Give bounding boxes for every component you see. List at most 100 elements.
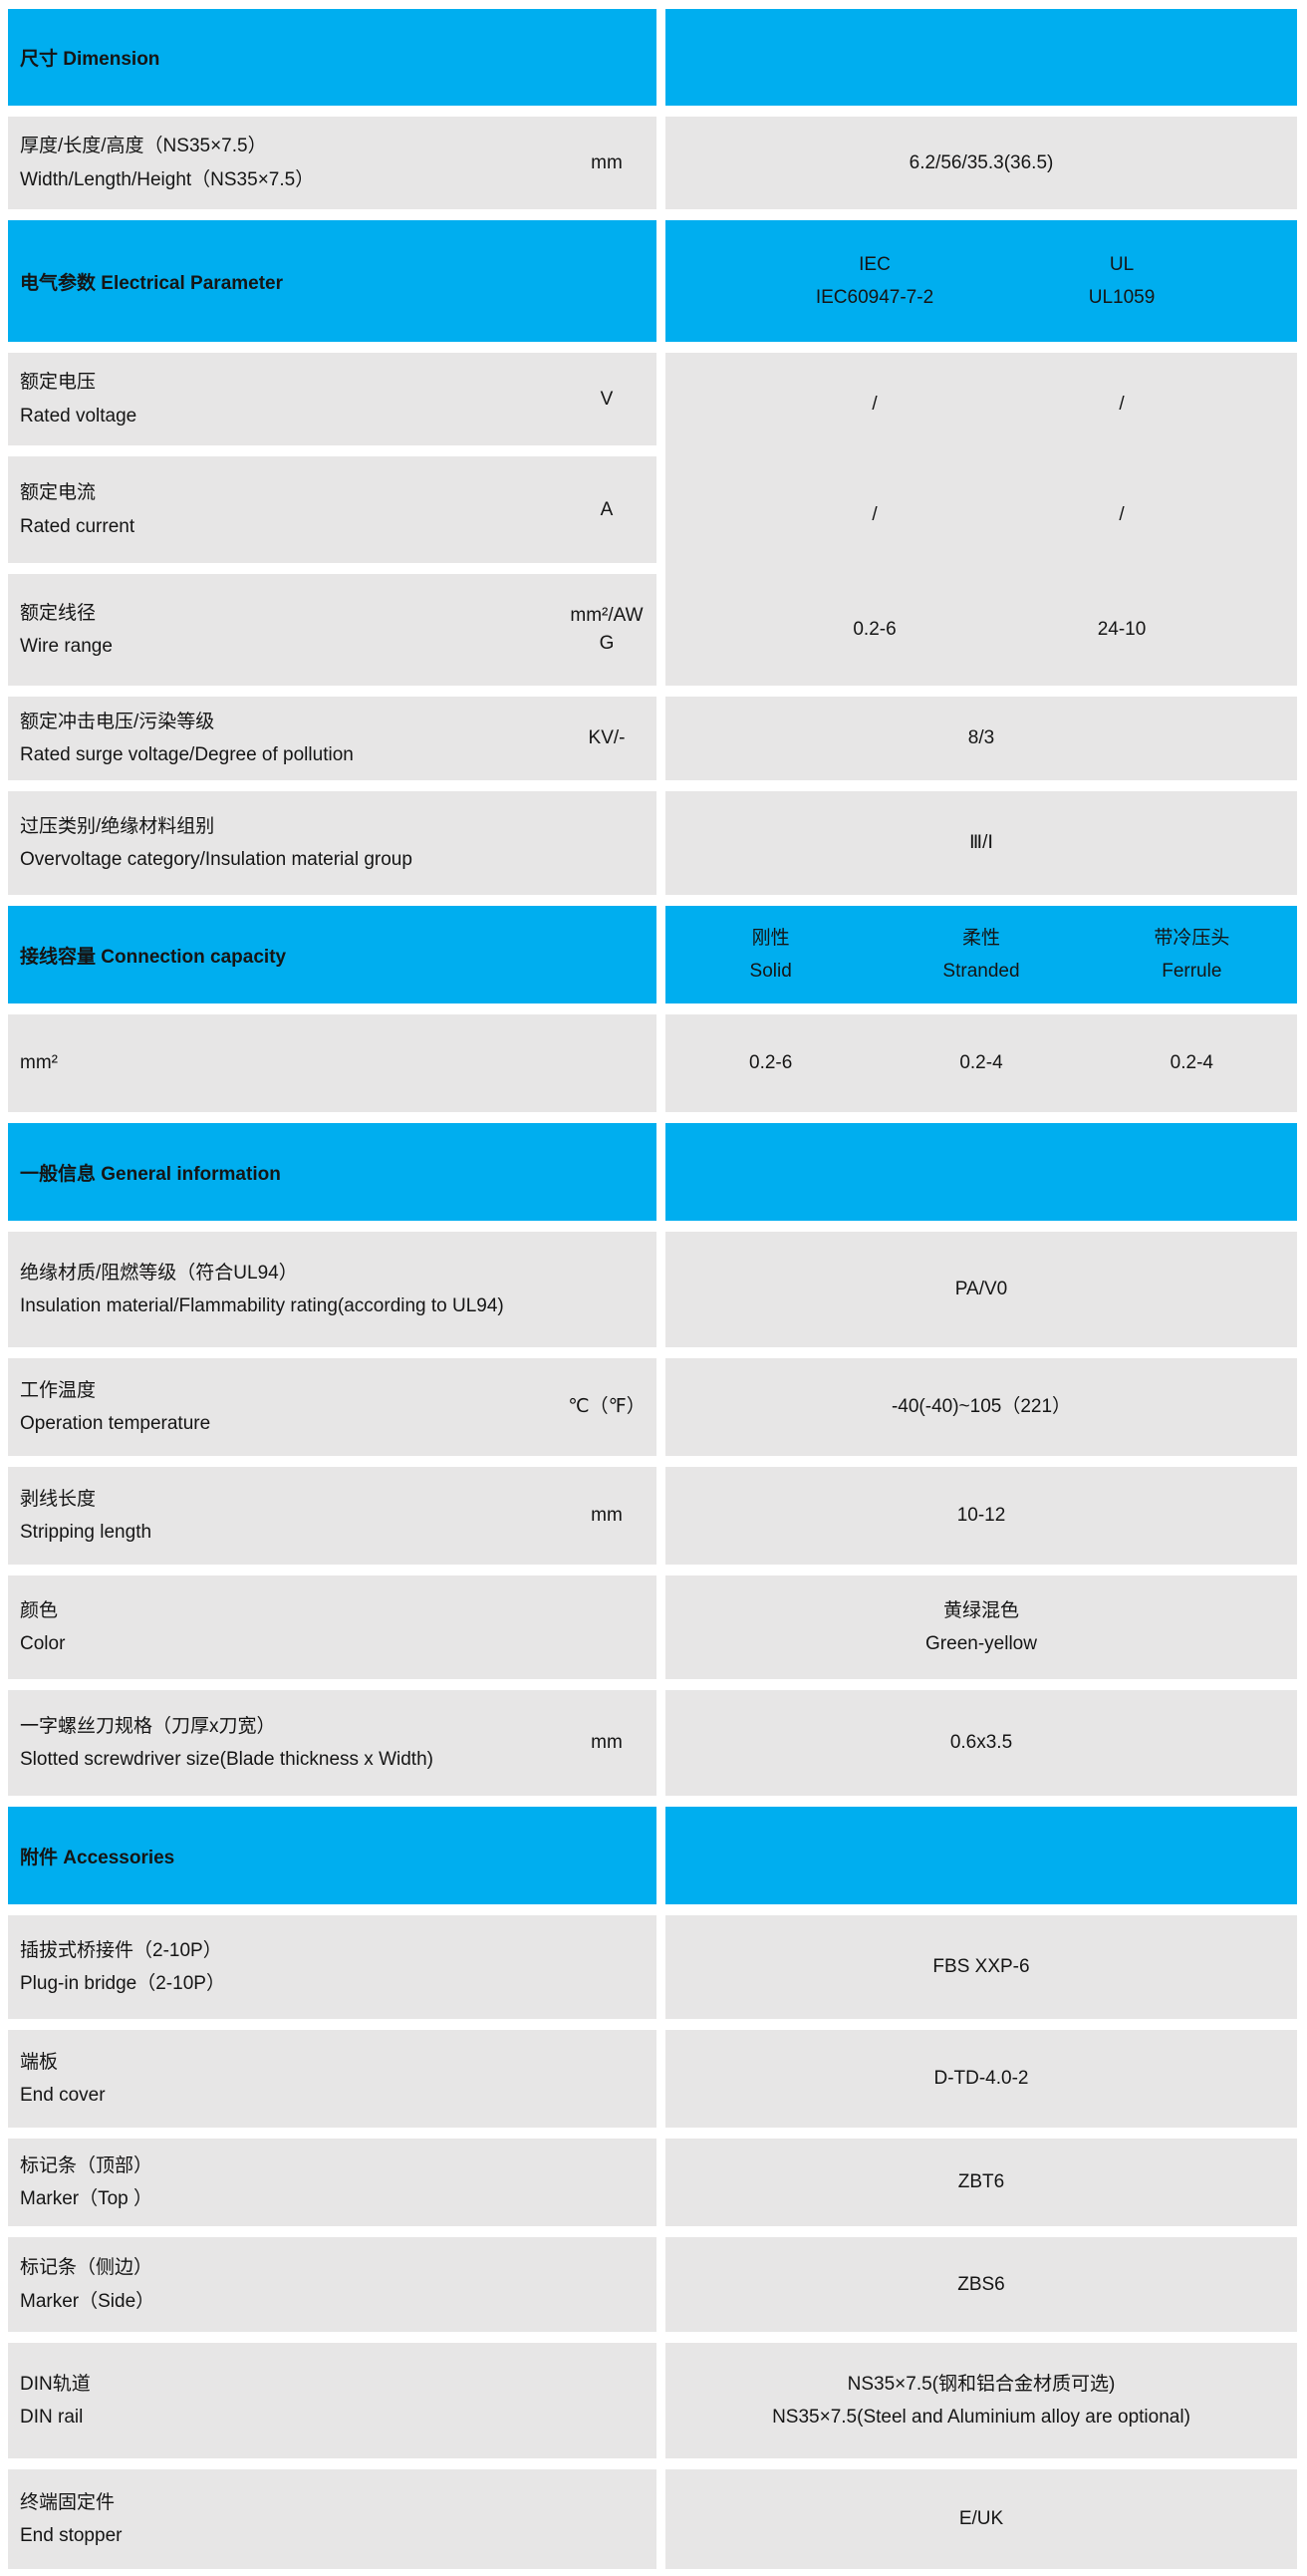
marker-top-label-en: Marker（Top ） <box>20 2188 153 2209</box>
mm2-label: mm² <box>20 1052 58 1074</box>
row-wire-range: 额定线径 Wire range mm²/AWG <box>8 574 656 686</box>
endcover-label-cell: 端板 End cover <box>8 2030 656 2128</box>
standard-col-ul: UL UL1059 <box>998 248 1245 315</box>
screwdriver-label-cell: 一字螺丝刀规格（刀厚x刀宽） Slotted screwdriver size(… <box>8 1690 656 1796</box>
row-din-rail: DIN轨道 DIN rail NS35×7.5(钢和铝合金材质可选) NS35×… <box>8 2343 1297 2458</box>
surge-value: 8/3 <box>967 727 995 749</box>
wire-range-values: 0.2-6 24-10 <box>665 574 1297 686</box>
temperature-label-en: Operation temperature <box>20 1413 211 1434</box>
dimension-header-cell: 尺寸 Dimension <box>8 9 656 106</box>
solid-label-en: Solid <box>749 961 792 982</box>
surge-unit: KV/- <box>588 727 626 749</box>
row-overvoltage-category: 过压类别/绝缘材料组别 Overvoltage category/Insulat… <box>8 791 1297 895</box>
stripping-label-zh: 剥线长度 <box>20 1488 97 1510</box>
rated-voltage-values: / / <box>665 353 1297 456</box>
overvoltage-value: Ⅲ/Ⅰ <box>969 832 993 854</box>
bridge-label-zh: 插拔式桥接件（2-10P） <box>20 1939 222 1961</box>
surge-label-cell: 额定冲击电压/污染等级 Rated surge voltage/Degree o… <box>8 697 656 780</box>
row-width-length-height: 厚度/长度/高度（NS35×7.5） Width/Length/Height（N… <box>8 117 1297 209</box>
end-stopper-value-cell: E/UK <box>665 2469 1297 2569</box>
surge-value-cell: 8/3 <box>665 697 1297 780</box>
insulation-value: PA/V0 <box>954 1279 1008 1300</box>
solid-label-zh: 刚性 <box>751 927 790 949</box>
color-value-cell: 黄绿混色 Green-yellow <box>665 1575 1297 1679</box>
electrical-standards-cell: IEC IEC60947-7-2 UL UL1059 <box>665 220 1297 342</box>
din-rail-label-zh: DIN轨道 <box>20 2373 91 2395</box>
color-label-en: Color <box>20 1633 66 1654</box>
section-header-connection: 接线容量 Connection capacity 刚性 Solid 柔性 Str… <box>8 906 1297 1003</box>
temperature-label-cell: 工作温度 Operation temperature ℃（℉） <box>8 1358 656 1456</box>
din-rail-value-zh: NS35×7.5(钢和铝合金材质可选) <box>847 2373 1116 2395</box>
overvoltage-label-en: Overvoltage category/Insulation material… <box>20 849 412 870</box>
color-label-cell: 颜色 Color <box>8 1575 656 1679</box>
end-stopper-label-zh: 终端固定件 <box>20 2491 116 2513</box>
general-header-label: 一般信息 General information <box>20 1163 281 1185</box>
row-color: 颜色 Color 黄绿混色 Green-yellow <box>8 1575 1297 1679</box>
row-marker-side: 标记条（侧边） Marker（Side） ZBS6 <box>8 2237 1297 2332</box>
color-value-zh: 黄绿混色 <box>942 1599 1019 1621</box>
temperature-label-zh: 工作温度 <box>20 1379 97 1401</box>
screwdriver-unit: mm <box>591 1732 623 1754</box>
end-stopper-value: E/UK <box>958 2508 1004 2530</box>
bridge-label-en: Plug-in bridge（2-10P） <box>20 1973 225 1994</box>
din-rail-value-en: NS35×7.5(Steel and Aluminium alloy are o… <box>772 2407 1190 2428</box>
electrical-header-cell: 电气参数 Electrical Parameter <box>8 220 656 342</box>
standard-ul-value: UL1059 <box>1088 287 1156 308</box>
mm2-solid-value: 0.2-6 <box>749 1052 793 1074</box>
marker-top-label-zh: 标记条（顶部） <box>20 2154 153 2176</box>
wire-range-iec-value: 0.2-6 <box>853 619 897 641</box>
rated-voltage-ul-value: / <box>1119 394 1125 416</box>
stripping-value-cell: 10-12 <box>665 1467 1297 1565</box>
rated-voltage-label-zh: 额定电压 <box>20 372 97 394</box>
wire-range-label-zh: 额定线径 <box>20 602 97 624</box>
rated-voltage-iec-value: / <box>872 394 878 416</box>
stripping-label-cell: 剥线长度 Stripping length mm <box>8 1467 656 1565</box>
overvoltage-value-cell: Ⅲ/Ⅰ <box>665 791 1297 895</box>
row-rated-voltage: 额定电压 Rated voltage V <box>8 353 656 445</box>
endcover-value-cell: D-TD-4.0-2 <box>665 2030 1297 2128</box>
insulation-value-cell: PA/V0 <box>665 1232 1297 1347</box>
general-header-empty-cell <box>665 1123 1297 1221</box>
overvoltage-label-zh: 过压类别/绝缘材料组别 <box>20 815 215 837</box>
wlh-label-cell: 厚度/长度/高度（NS35×7.5） Width/Length/Height（N… <box>8 117 656 209</box>
row-stripping-length: 剥线长度 Stripping length mm 10-12 <box>8 1467 1297 1565</box>
wire-range-ul-value: 24-10 <box>1097 619 1147 641</box>
row-end-cover: 端板 End cover D-TD-4.0-2 <box>8 2030 1297 2128</box>
dimension-header-empty-cell <box>665 9 1297 106</box>
standard-iec-value: IEC60947-7-2 <box>815 287 934 308</box>
surge-label-zh: 额定冲击电压/污染等级 <box>20 711 215 732</box>
accessories-header-empty-cell <box>665 1807 1297 1904</box>
wlh-value: 6.2/56/35.3(36.5) <box>909 151 1054 173</box>
insulation-label-zh: 绝缘材质/阻燃等级（符合UL94） <box>20 1262 298 1284</box>
connection-header-label: 接线容量 Connection capacity <box>20 946 287 968</box>
color-label-zh: 颜色 <box>20 1599 59 1621</box>
dimension-header-label: 尺寸 Dimension <box>20 49 160 70</box>
marker-side-label-en: Marker（Side） <box>20 2290 155 2312</box>
temperature-value: -40(-40)~105（221） <box>891 1396 1072 1418</box>
temperature-value-cell: -40(-40)~105（221） <box>665 1358 1297 1456</box>
stripping-label-en: Stripping length <box>20 1522 152 1543</box>
mm2-ferrule-value: 0.2-4 <box>1170 1052 1213 1074</box>
endcover-value: D-TD-4.0-2 <box>933 2068 1029 2090</box>
rated-current-unit: A <box>600 498 614 520</box>
mm2-label-cell: mm² <box>8 1014 656 1112</box>
row-operation-temperature: 工作温度 Operation temperature ℃（℉） -40(-40)… <box>8 1358 1297 1456</box>
screwdriver-value: 0.6x3.5 <box>949 1732 1013 1754</box>
rated-current-label-en: Rated current <box>20 515 135 537</box>
rated-voltage-unit: V <box>600 388 614 410</box>
screwdriver-label-zh: 一字螺丝刀规格（刀厚x刀宽） <box>20 1715 276 1737</box>
row-plug-in-bridge: 插拔式桥接件（2-10P） Plug-in bridge（2-10P） FBS … <box>8 1915 1297 2019</box>
section-header-general: 一般信息 General information <box>8 1123 1297 1221</box>
standard-ul-label: UL <box>1109 253 1135 275</box>
bridge-value-cell: FBS XXP-6 <box>665 1915 1297 2019</box>
wlh-label-en: Width/Length/Height（NS35×7.5） <box>20 168 315 190</box>
section-header-electrical: 电气参数 Electrical Parameter IEC IEC60947-7… <box>8 220 1297 342</box>
general-header-cell: 一般信息 General information <box>8 1123 656 1221</box>
mm2-stranded-value: 0.2-4 <box>959 1052 1003 1074</box>
connection-col-solid: 刚性 Solid <box>665 922 876 989</box>
wire-range-label-en: Wire range <box>20 636 113 657</box>
marker-side-value-cell: ZBS6 <box>665 2237 1297 2332</box>
stranded-label-en: Stranded <box>942 961 1020 982</box>
marker-top-value: ZBT6 <box>957 2171 1005 2193</box>
